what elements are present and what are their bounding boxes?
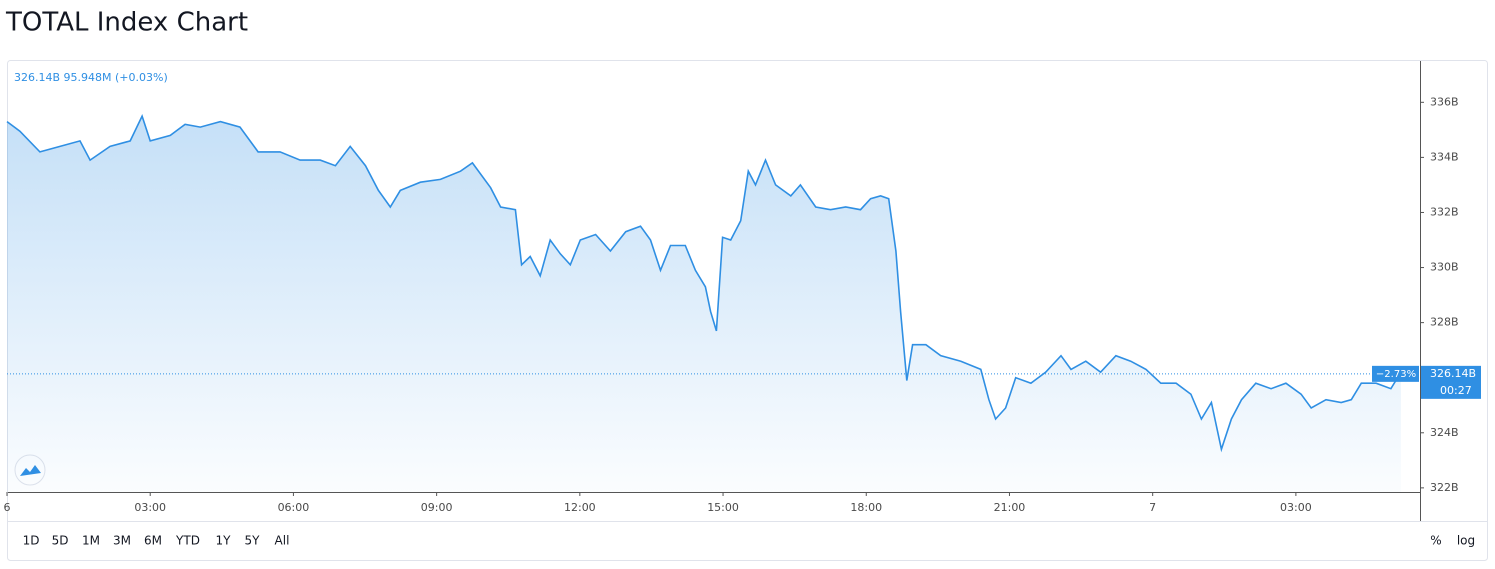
x-tick-label: 7 bbox=[1149, 501, 1156, 514]
range-button[interactable]: All bbox=[275, 534, 290, 548]
y-tick-label: 334B bbox=[1430, 150, 1459, 163]
range-button[interactable]: YTD bbox=[175, 534, 200, 548]
y-tick-label: 324B bbox=[1430, 426, 1459, 439]
range-button[interactable]: 5Y bbox=[245, 534, 261, 548]
y-tick-label: 332B bbox=[1430, 205, 1459, 218]
y-tick-label: 330B bbox=[1430, 261, 1459, 274]
range-button[interactable]: 5D bbox=[52, 534, 69, 548]
last-change: −2.73% bbox=[1376, 369, 1416, 380]
legend-text: 326.14B 95.948M (+0.03%) bbox=[14, 71, 168, 84]
change-box bbox=[1372, 365, 1419, 382]
x-tick-label: 03:00 bbox=[134, 501, 166, 514]
range-button[interactable]: 1D bbox=[23, 534, 40, 548]
range-button[interactable]: 3M bbox=[113, 534, 131, 548]
y-tick-label: 336B bbox=[1430, 95, 1459, 108]
scale-button[interactable]: % bbox=[1430, 534, 1441, 548]
x-tick-label: 12:00 bbox=[564, 501, 596, 514]
y-tick-label: 322B bbox=[1430, 481, 1459, 494]
x-tick-label: 03:00 bbox=[1280, 501, 1312, 514]
x-tick-label: 06:00 bbox=[278, 501, 310, 514]
x-tick-label: 09:00 bbox=[421, 501, 453, 514]
x-tick-label: 6 bbox=[4, 501, 11, 514]
countdown: 00:27 bbox=[1440, 384, 1472, 397]
area-fill bbox=[7, 116, 1401, 492]
price-line bbox=[6, 113, 1402, 453]
y-tick-label: 328B bbox=[1430, 316, 1459, 329]
chart-title: TOTAL Index Chart bbox=[5, 8, 248, 38]
x-tick-label: 18:00 bbox=[850, 501, 882, 514]
range-button[interactable]: 6M bbox=[144, 534, 162, 548]
scale-button[interactable]: log bbox=[1457, 534, 1475, 548]
price-box bbox=[1421, 365, 1481, 399]
x-tick-label: 21:00 bbox=[994, 501, 1026, 514]
x-tick-label: 15:00 bbox=[707, 501, 739, 514]
range-button[interactable]: 1M bbox=[82, 534, 100, 548]
last-price-label: 326.14B bbox=[1430, 367, 1476, 380]
range-button[interactable]: 1Y bbox=[216, 534, 232, 548]
